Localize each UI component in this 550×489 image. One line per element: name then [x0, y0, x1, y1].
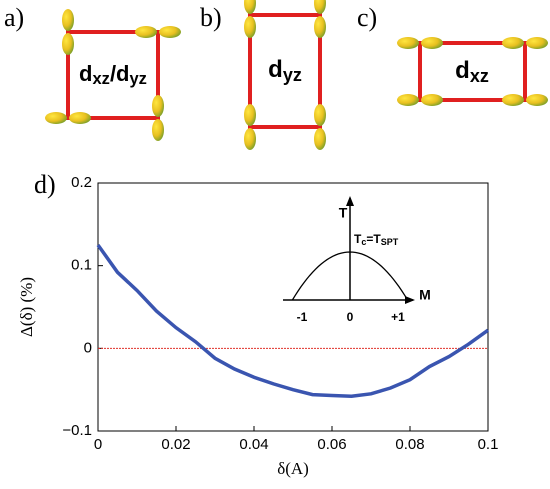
x-tick-label: 0.04 — [239, 436, 268, 453]
orbital-label: dyz — [268, 56, 302, 85]
y-tick-label: 0.2 — [71, 174, 92, 191]
y-tick-label: −0.1 — [62, 422, 92, 439]
figure: a) b) c) dxz/dyzdyzdxz −0.100.10.200.020… — [0, 0, 550, 489]
orbital-lobe — [421, 94, 443, 106]
y-tick-label: 0 — [84, 339, 92, 356]
y-axis-label: Δ(δ) (%) — [17, 277, 36, 337]
x-axis-label: δ(A) — [277, 459, 309, 478]
orbital-lobe — [244, 16, 256, 38]
orbital-lobe — [62, 33, 74, 55]
inset-y-label: T — [339, 205, 348, 221]
orbital-lobe — [159, 26, 181, 38]
inset-tick-label: -1 — [297, 310, 308, 324]
orbital-lobe — [397, 37, 419, 49]
orbital-lobe — [152, 119, 164, 141]
orbital-lobe — [502, 94, 524, 106]
orbital-lobe — [69, 112, 91, 124]
orbital-lobe — [244, 0, 256, 14]
orbital-lobe — [62, 9, 74, 31]
orbital-lobe — [526, 94, 548, 106]
inset-x-label: M — [419, 287, 431, 303]
orbital-lobe — [244, 128, 256, 150]
data-line — [98, 245, 488, 396]
inset-tick-label: 0 — [347, 310, 354, 324]
text-part: d — [455, 57, 470, 84]
x-tick-label: 0.02 — [161, 436, 190, 453]
orbital-lobe — [152, 95, 164, 117]
orbital-lobe — [244, 104, 256, 126]
subscript: yz — [283, 65, 302, 85]
text-part: /d — [110, 61, 130, 86]
orbital-lobe — [314, 104, 326, 126]
x-tick-label: 0.08 — [395, 436, 424, 453]
panel-label: a) — [4, 3, 24, 32]
x-tick-label: 0 — [94, 436, 102, 453]
subscript: yz — [130, 70, 147, 88]
text-part: d — [268, 56, 283, 83]
subscript: xz — [470, 66, 489, 86]
inset-tick-label: +1 — [391, 310, 405, 324]
orbital-lobe — [314, 0, 326, 14]
orbital-lobe — [526, 37, 548, 49]
orbital-lobe — [502, 37, 524, 49]
orbital-lobe — [45, 112, 67, 124]
panel-label: b) — [200, 3, 222, 32]
text-part: d — [79, 61, 92, 86]
orbital-label: dxz — [455, 57, 489, 86]
orbital-lobe — [314, 128, 326, 150]
plot-frame — [98, 183, 488, 431]
text-part: =T — [366, 232, 381, 246]
inset-peak-label: Tc=TSPT — [354, 232, 399, 247]
x-tick-label: 0.06 — [317, 436, 346, 453]
subscript: xz — [93, 70, 110, 88]
orbital-lobe — [135, 26, 157, 38]
orbital-lobe — [314, 16, 326, 38]
orbital-lobe — [421, 37, 443, 49]
panel-label: d) — [34, 170, 56, 199]
orbital-lobe — [397, 94, 419, 106]
x-tick-label: 0.1 — [478, 436, 499, 453]
orbital-label: dxz/dyz — [79, 61, 147, 89]
subscript: SPT — [381, 237, 399, 247]
y-tick-label: 0.1 — [71, 257, 92, 274]
panel-label: c) — [357, 3, 377, 32]
